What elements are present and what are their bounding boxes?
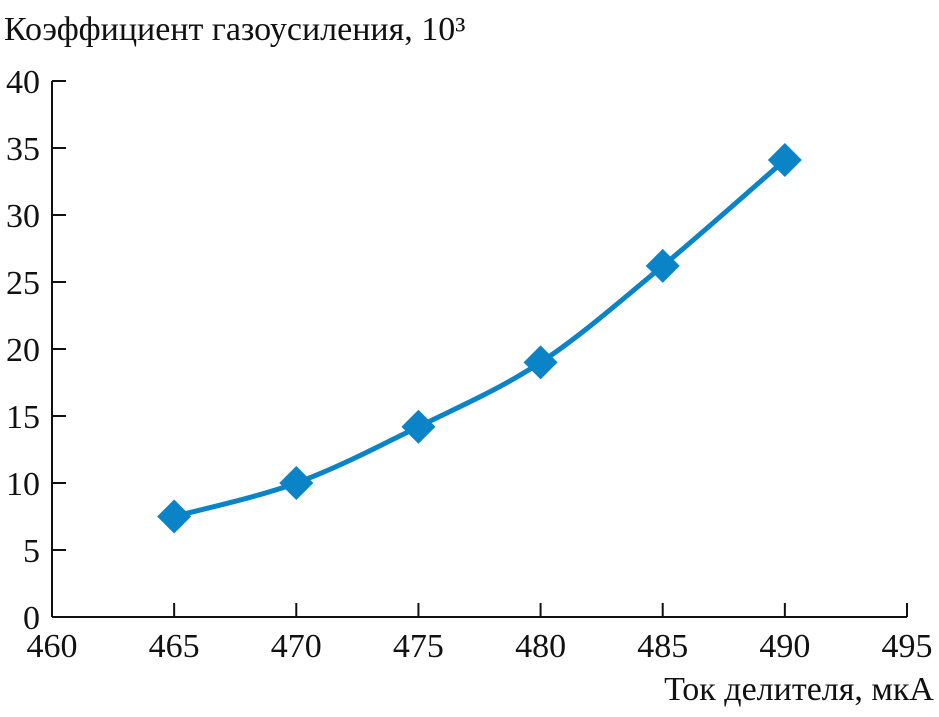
y-tick-label: 30 bbox=[6, 198, 40, 235]
marker bbox=[767, 143, 802, 178]
y-tick-label: 35 bbox=[6, 131, 40, 168]
marker bbox=[401, 409, 436, 444]
x-tick-label: 475 bbox=[393, 628, 444, 665]
x-tick-label: 490 bbox=[759, 628, 810, 665]
x-tick-label: 460 bbox=[27, 628, 78, 665]
x-tick-label: 480 bbox=[515, 628, 566, 665]
x-tick-label: 465 bbox=[149, 628, 200, 665]
marker bbox=[157, 499, 192, 534]
marker bbox=[523, 345, 558, 380]
y-tick-label: 20 bbox=[6, 332, 40, 369]
y-axis-label: Коэффициент газоусиления, 10³ bbox=[4, 11, 465, 48]
y-tick-label: 15 bbox=[6, 399, 40, 436]
y-tick-label: 25 bbox=[6, 265, 40, 302]
x-axis-label: Ток делителя, мкА bbox=[664, 671, 934, 708]
marker bbox=[279, 466, 314, 500]
marker bbox=[645, 248, 680, 283]
y-tick-label: 5 bbox=[23, 533, 40, 570]
series-line bbox=[173, 158, 787, 519]
x-tick-label: 485 bbox=[637, 628, 688, 665]
y-tick-label: 10 bbox=[6, 466, 40, 503]
y-tick-label: 0 bbox=[23, 600, 40, 637]
x-tick-label: 470 bbox=[271, 628, 322, 665]
x-tick-label: 495 bbox=[882, 628, 933, 665]
y-tick-label: 40 bbox=[6, 64, 40, 101]
